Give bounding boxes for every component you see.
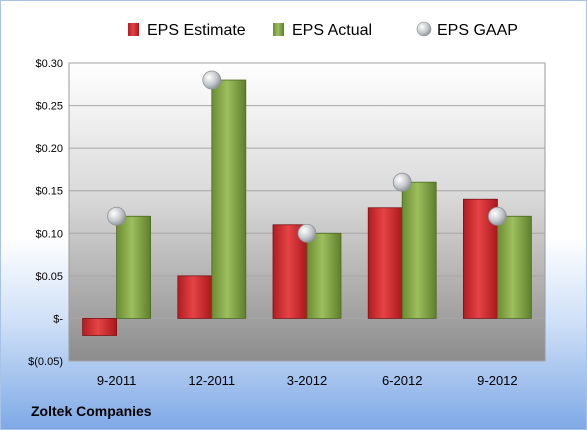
- legend-label: EPS Actual: [292, 22, 372, 39]
- x-tick-label: 9-2011: [97, 373, 137, 388]
- bar-eps-estimate: [367, 207, 403, 319]
- bar-eps-actual: [401, 181, 437, 319]
- marker-eps-gaap: [487, 206, 507, 226]
- marker-eps-gaap: [202, 70, 222, 90]
- bar-eps-estimate: [82, 318, 117, 336]
- gaap-markers: [107, 70, 507, 243]
- bar-eps-actual: [116, 215, 151, 319]
- legend-swatch: [416, 21, 432, 37]
- x-tick-labels: 9-2011 12-2011 3-2012 6-2012 9-2012: [97, 373, 518, 388]
- y-tick-label: $0.05: [35, 271, 63, 283]
- bars: [82, 79, 532, 336]
- company-name: Zoltek Companies: [31, 403, 152, 419]
- x-tick-label: 3-2012: [287, 373, 327, 388]
- bar-eps-actual: [306, 232, 342, 319]
- y-tick-label: $-: [53, 313, 63, 325]
- marker-eps-gaap: [297, 223, 317, 243]
- y-tick-label: $0.25: [35, 101, 63, 113]
- y-tick-label: $(0.05): [28, 356, 63, 368]
- x-tick-label: 6-2012: [382, 373, 422, 388]
- x-tick-label: 9-2012: [477, 373, 517, 388]
- y-tick-label: $0.10: [35, 228, 63, 240]
- marker-eps-gaap: [107, 206, 126, 226]
- legend-label: EPS Estimate: [147, 22, 246, 39]
- y-tick-label: $0.20: [35, 143, 63, 155]
- x-tick-label: 12-2011: [188, 373, 235, 388]
- y-tick-labels: $0.30 $0.25 $0.20 $0.15 $0.10 $0.05 $- $(0.05): [28, 58, 63, 368]
- legend: EPS Estimate EPS Actual EPS GAAP: [128, 21, 518, 39]
- y-tick-label: $0.15: [35, 186, 63, 198]
- y-tick-label: $0.30: [35, 58, 63, 70]
- bar-eps-actual: [211, 79, 247, 319]
- marker-eps-gaap: [392, 172, 412, 192]
- bar-eps-estimate: [177, 275, 213, 319]
- legend-swatch: [128, 23, 139, 36]
- bar-eps-actual: [496, 215, 532, 319]
- legend-label: EPS GAAP: [437, 22, 518, 39]
- legend-swatch: [273, 23, 284, 36]
